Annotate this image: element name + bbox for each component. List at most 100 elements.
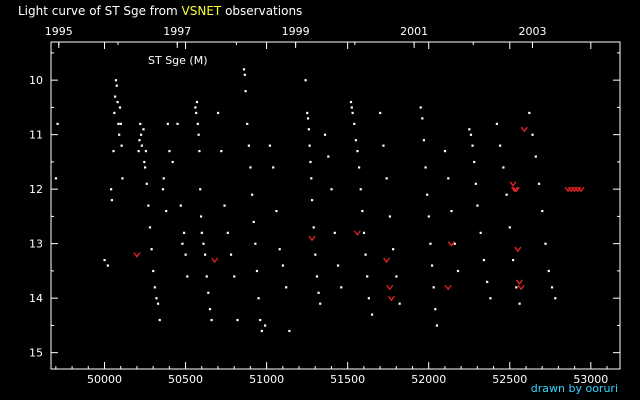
data-point [161,188,165,191]
upper-limit-mark [514,246,522,253]
data-point [246,122,249,125]
data-point [110,199,113,202]
x-tick-label: 53000 [573,373,608,386]
data-point [204,253,207,256]
data-point [200,231,203,234]
data-point [281,264,285,267]
data-point [362,231,366,234]
data-point [243,73,246,76]
data-point [312,226,315,229]
year-label: 2001 [400,25,428,38]
data-point [263,324,267,327]
data-point [395,275,398,278]
data-point [309,160,312,164]
year-label: 1999 [282,25,310,38]
data-point [242,68,246,71]
data-point [392,248,395,251]
data-point [268,144,272,147]
data-point [247,144,250,147]
data-point [147,204,150,207]
data-point [184,253,187,256]
data-point [56,122,59,125]
data-point [148,226,152,229]
data-point [426,193,429,196]
data-point [398,302,401,305]
data-point [388,215,392,218]
data-point [168,150,171,153]
data-point [354,139,357,142]
data-point [233,275,236,278]
data-point [275,209,278,213]
data-point [379,111,382,115]
data-point [113,111,116,115]
data-point [236,318,239,322]
data-point [544,242,547,245]
upper-limit-mark [447,241,455,247]
data-point [137,150,140,153]
data-point [223,204,226,207]
data-point [205,275,208,278]
data-point [109,188,113,191]
chart-title: Light curve of ST Sge from VSNET observa… [18,4,302,18]
data-point [106,264,109,267]
upper-limit-mark [511,186,519,193]
x-tick-label: 50000 [87,373,122,386]
x-tick-label: 51500 [330,373,365,386]
data-point [306,111,309,115]
data-point [216,111,220,115]
data-point [150,248,153,251]
plot-frame [50,41,621,370]
data-point [306,117,310,120]
data-point [471,144,474,147]
title-highlight: VSNET [181,4,222,18]
data-point [182,231,186,234]
data-point [140,144,143,147]
data-point [351,111,354,115]
data-point [473,160,476,164]
upper-limit-mark [353,230,361,236]
year-label: 1995 [45,25,73,38]
data-point [361,209,364,213]
data-point [505,193,508,196]
data-point [359,188,362,191]
data-point [196,122,199,125]
data-point [115,84,118,87]
data-point [142,128,145,131]
data-point [421,117,424,120]
upper-limit-mark [520,126,528,133]
data-point [121,177,124,180]
data-point [319,302,322,305]
data-point [118,133,121,136]
data-point [119,122,122,125]
data-point [353,122,356,125]
title-prefix: Light curve of ST Sge from [18,4,178,18]
data-point [315,275,319,278]
data-point [252,220,255,224]
data-point [179,204,182,207]
data-point [518,302,521,305]
data-point [145,182,148,185]
data-point [364,253,367,256]
data-point [259,318,262,322]
data-point [427,215,430,218]
data-point [447,177,450,180]
data-point [158,318,161,322]
data-point [166,122,169,125]
data-point [528,111,531,115]
data-point [153,286,156,289]
data-point [537,182,541,185]
data-point [333,231,336,234]
data-point [165,209,168,213]
data-point [512,259,515,262]
year-label: 1997 [163,25,191,38]
data-point [186,275,189,278]
upper-limit-mark [515,279,524,285]
data-point [314,253,317,256]
upper-limit-mark [383,257,391,264]
data-point [508,226,511,229]
data-point [482,259,486,262]
data-point [429,242,432,245]
data-point [139,122,142,125]
data-point [515,286,518,289]
